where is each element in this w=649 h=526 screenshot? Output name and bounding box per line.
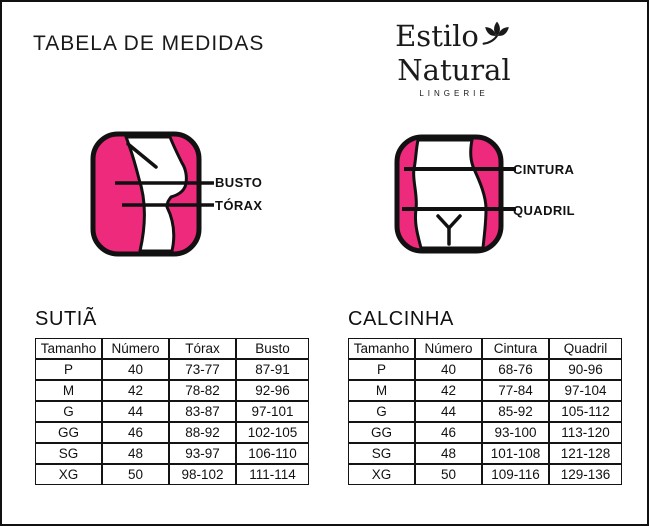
- table-cell: 42: [102, 380, 169, 401]
- table-cell: 105-112: [549, 401, 622, 422]
- logo-subtitle: LINGERIE: [419, 89, 489, 98]
- logo-word-natural: Natural: [397, 53, 511, 87]
- table-cell: 48: [415, 443, 482, 464]
- logo-word-estilo: Estilo: [395, 19, 479, 53]
- table-cell: XG: [35, 464, 102, 485]
- header-cell: Número: [102, 338, 169, 359]
- table-cell: 78-82: [169, 380, 236, 401]
- table-cell: 97-101: [236, 401, 309, 422]
- table-cell: 88-92: [169, 422, 236, 443]
- table-row: GG 46 93-100 113-120: [348, 422, 622, 443]
- table-cell: 111-114: [236, 464, 309, 485]
- bust-label: BUSTO: [215, 175, 263, 190]
- table-cell: 50: [415, 464, 482, 485]
- header-cell: Tamanho: [348, 338, 415, 359]
- table-cell: 42: [415, 380, 482, 401]
- table-row: SG 48 101-108 121-128: [348, 443, 622, 464]
- table-row: M 42 78-82 92-96: [35, 380, 309, 401]
- table-cell: M: [348, 380, 415, 401]
- table-row: GG 46 88-92 102-105: [35, 422, 309, 443]
- table-cell: 40: [415, 359, 482, 380]
- table-cell: 93-100: [482, 422, 549, 443]
- table-cell: 73-77: [169, 359, 236, 380]
- table-cell: M: [35, 380, 102, 401]
- bra-table-heading: SUTIÃ: [35, 308, 97, 330]
- table-row: SG 48 93-97 106-110: [35, 443, 309, 464]
- table-cell: P: [35, 359, 102, 380]
- table-row: M 42 77-84 97-104: [348, 380, 622, 401]
- table-cell: GG: [35, 422, 102, 443]
- table-cell: 68-76: [482, 359, 549, 380]
- table-cell: SG: [348, 443, 415, 464]
- header-cell: Número: [415, 338, 482, 359]
- table-cell: 92-96: [236, 380, 309, 401]
- table-row: P 40 68-76 90-96: [348, 359, 622, 380]
- hip-label: QUADRIL: [513, 203, 576, 218]
- bra-size-table: Tamanho Número Tórax Busto P 40 73-77 87-91 M 42…: [35, 338, 309, 485]
- table-cell: GG: [348, 422, 415, 443]
- bra-illustration: [90, 131, 214, 257]
- table-cell: 48: [102, 443, 169, 464]
- header-cell: Cintura: [482, 338, 549, 359]
- table-cell: 46: [415, 422, 482, 443]
- table-row: XG 50 98-102 111-114: [35, 464, 309, 485]
- panty-illustration: [394, 134, 516, 254]
- table-cell: 113-120: [549, 422, 622, 443]
- brand-logo: Estilo Natural LINGERIE: [384, 22, 524, 98]
- table-cell: 40: [102, 359, 169, 380]
- logo-line-1: Estilo: [384, 22, 524, 54]
- table-header-row: Tamanho Número Cintura Quadril: [348, 338, 622, 359]
- table-cell: 121-128: [549, 443, 622, 464]
- table-cell: XG: [348, 464, 415, 485]
- table-cell: 97-104: [549, 380, 622, 401]
- table-cell: P: [348, 359, 415, 380]
- panty-table-heading: CALCINHA: [348, 308, 454, 330]
- header-cell: Tamanho: [35, 338, 102, 359]
- table-cell: 83-87: [169, 401, 236, 422]
- table-cell: 44: [415, 401, 482, 422]
- table-row: XG 50 109-116 129-136: [348, 464, 622, 485]
- table-cell: 87-91: [236, 359, 309, 380]
- table-cell: 93-97: [169, 443, 236, 464]
- table-cell: 46: [102, 422, 169, 443]
- table-cell: 44: [102, 401, 169, 422]
- lotus-leaves-icon: [481, 20, 513, 54]
- table-cell: 77-84: [482, 380, 549, 401]
- table-row: G 44 83-87 97-101: [35, 401, 309, 422]
- table-row: G 44 85-92 105-112: [348, 401, 622, 422]
- table-cell: 109-116: [482, 464, 549, 485]
- table-cell: 106-110: [236, 443, 309, 464]
- table-row: P 40 73-77 87-91: [35, 359, 309, 380]
- table-cell: 101-108: [482, 443, 549, 464]
- panty-size-table: Tamanho Número Cintura Quadril P 40 68-76 90-9…: [348, 338, 622, 485]
- table-cell: 85-92: [482, 401, 549, 422]
- table-cell: G: [35, 401, 102, 422]
- thorax-label: TÓRAX: [215, 198, 263, 213]
- table-cell: SG: [35, 443, 102, 464]
- header-cell: Busto: [236, 338, 309, 359]
- table-header-row: Tamanho Número Tórax Busto: [35, 338, 309, 359]
- table-cell: G: [348, 401, 415, 422]
- table-cell: 98-102: [169, 464, 236, 485]
- table-cell: 129-136: [549, 464, 622, 485]
- table-cell: 102-105: [236, 422, 309, 443]
- waist-label: CINTURA: [513, 162, 575, 177]
- table-cell: 90-96: [549, 359, 622, 380]
- table-cell: 50: [102, 464, 169, 485]
- header-cell: Quadril: [549, 338, 622, 359]
- page-title: TABELA DE MEDIDAS: [33, 32, 265, 55]
- header-cell: Tórax: [169, 338, 236, 359]
